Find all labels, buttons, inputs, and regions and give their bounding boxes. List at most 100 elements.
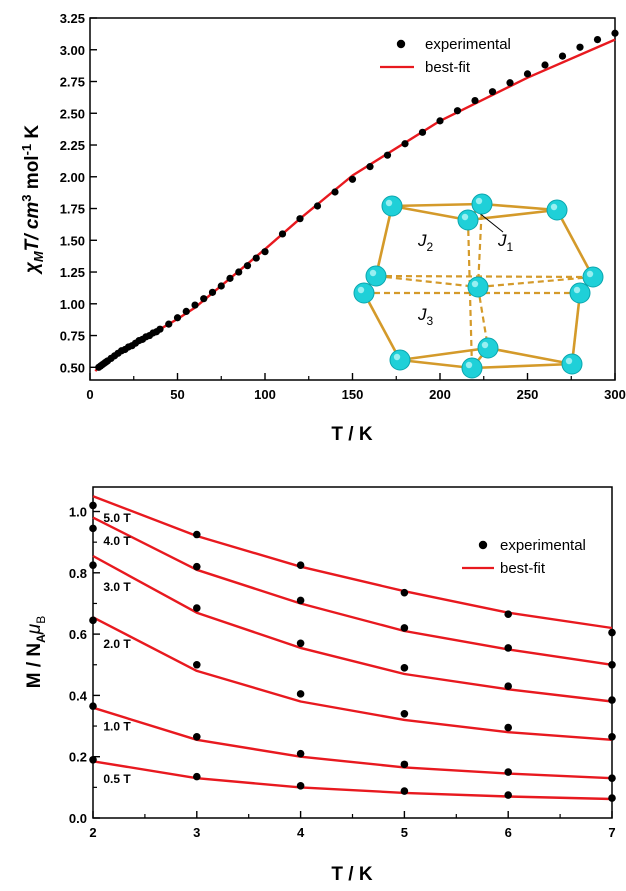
field-label: 2.0 T [103,637,131,651]
best-fit-line [92,516,613,666]
j1-pointer [477,211,504,233]
cluster-atom [389,349,411,371]
y-tick-label: 2.00 [60,170,85,185]
cluster-atom [461,357,483,379]
cluster-bond [467,208,558,222]
experimental-point [89,755,97,764]
experimental-point [331,188,339,196]
best-fit-line [92,554,613,703]
field-label: 4.0 T [103,534,131,548]
cluster-bond [399,358,473,370]
y-tick-label: 3.25 [60,11,85,26]
experimental-point [400,664,409,672]
cluster-bond [374,205,394,277]
y-tick-label: 0.0 [69,811,87,826]
x-tick-label: 2 [89,825,96,840]
experimental-point [400,760,409,769]
y-tick-label: 1.00 [60,297,85,312]
cluster-atom-highlight [586,270,594,278]
cluster-bond [362,292,402,361]
top-legend: experimental best-fit [380,36,511,76]
best-fit-line [92,760,613,801]
x-tick-label: 100 [254,387,276,402]
experimental-point [418,128,427,136]
top-experimental-points [95,29,619,371]
experimental-point [193,530,201,539]
experimental-point [608,696,616,704]
cluster-bond [481,202,558,212]
x-tick-label: 3 [193,825,200,840]
experimental-point [504,791,512,799]
experimental-point [89,501,97,510]
magnetization-chart: 2 3 4 5 6 7 0.0 0.2 0.4 0.6 0.8 1.0 5.0 T 4.0 T 3.0 T… [24,486,616,885]
experimental-point [278,230,287,238]
experimental-point [156,325,164,333]
cluster-atom [353,282,375,304]
experimental-point [383,151,392,159]
cluster-bond [471,362,573,370]
experimental-point [504,768,512,776]
x-tick-label: 5 [401,825,408,840]
cluster-atom-highlight [385,199,393,207]
y-tick-label: 3.00 [60,43,85,58]
top-y-axis-title: χMT/ cm3 mol-1 K [19,125,46,276]
best-fit-line [92,616,613,741]
cluster-dashed-bond [375,274,594,279]
cluster-inset: J2 J1 J3 [353,193,604,379]
cluster-atom-highlight [357,286,365,294]
x-tick-label: 200 [429,387,451,402]
x-tick-label: 150 [342,387,364,402]
experimental-point [193,732,201,741]
cluster-bond [487,346,573,366]
cluster-bond [391,202,483,208]
y-tick-label: 0.4 [69,688,88,703]
experimental-point [608,774,616,782]
cluster-dashed-bond [375,274,479,289]
experimental-point [608,794,616,802]
field-label: 5.0 T [103,511,131,525]
experimental-point [182,307,190,316]
y-tick-label: 1.50 [60,233,85,248]
experimental-point [504,610,512,618]
cluster-bond [391,204,469,222]
legend-dot-marker [396,39,406,49]
bottom-axis-ticks: 2 3 4 5 6 7 0.0 0.2 0.4 0.6 0.8 1.0 [69,505,616,840]
experimental-point [593,35,602,44]
experimental-point [400,624,409,632]
bottom-y-axis-title: M / NAμB [24,616,48,689]
experimental-point [89,561,97,569]
y-tick-label: 1.25 [60,265,85,280]
best-fit-line [92,706,613,780]
experimental-point [504,682,512,691]
experimental-point [261,248,269,256]
cluster-bond [555,209,595,278]
experimental-point [296,690,305,698]
experimental-point [165,320,173,328]
experimental-point [173,314,182,322]
experimental-point [400,709,409,718]
experimental-point [523,70,532,78]
bottom-experimental-points [89,501,616,802]
experimental-point [401,140,409,148]
x-tick-label: 4 [297,825,305,840]
best-fit-line [94,38,616,372]
y-tick-label: 2.25 [60,138,85,153]
experimental-point [611,29,619,37]
x-tick-label: 0 [86,387,93,402]
y-tick-label: 1.75 [60,202,85,217]
experimental-point [504,644,512,652]
cluster-atom [381,195,403,217]
experimental-point [193,772,201,781]
experimental-point [193,562,201,571]
top-axis-ticks: 0 50 100 150 200 250 300 0.50 0.75 1.00 1.25 1.50 1.… [60,11,626,402]
experimental-point [235,268,243,276]
cluster-dashed-bond [476,203,484,288]
legend-bestfit-label: best-fit [425,59,471,76]
experimental-point [191,301,199,309]
experimental-point [436,117,444,125]
experimental-point [296,215,304,223]
field-label: 3.0 T [103,580,131,594]
experimental-point [608,628,616,637]
experimental-point [89,702,97,710]
